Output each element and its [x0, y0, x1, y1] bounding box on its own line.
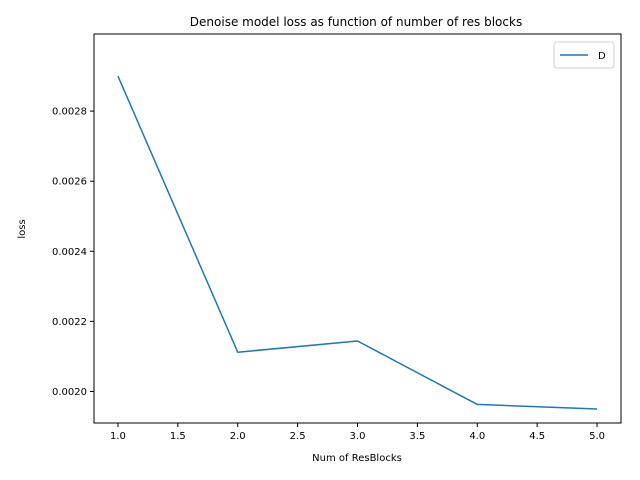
series-layer [117, 75, 598, 410]
y-tick-label: 0.0022 [52, 317, 87, 328]
x-tick-label: 3.5 [409, 431, 425, 442]
x-tick-label: 5.0 [589, 431, 605, 442]
y-tick-label: 0.0020 [52, 387, 87, 398]
x-axis: 1.0 1.5 2.0 2.5 3.0 3.5 4.0 4.5 5.0 [110, 423, 605, 442]
chart-title: Denoise model loss as function of number… [190, 15, 522, 29]
x-tick-label: 3.0 [350, 431, 366, 442]
y-tick-label: 0.0028 [52, 107, 87, 118]
x-tick-label: 4.5 [529, 431, 545, 442]
legend-label-d: D [598, 51, 606, 62]
y-axis: 0.0020 0.0022 0.0024 0.0026 0.0028 [52, 107, 94, 398]
x-tick-label: 2.0 [230, 431, 246, 442]
y-axis-label: loss [17, 219, 28, 238]
x-axis-label: Num of ResBlocks [312, 453, 402, 464]
x-tick-label: 2.5 [290, 431, 306, 442]
x-tick-label: 1.5 [170, 431, 186, 442]
x-tick-label: 4.0 [469, 431, 485, 442]
legend: D [553, 41, 615, 69]
series-line-d [117, 75, 598, 410]
y-tick-label: 0.0024 [52, 247, 87, 258]
y-tick-label: 0.0026 [52, 177, 87, 188]
x-tick-label: 1.0 [110, 431, 126, 442]
